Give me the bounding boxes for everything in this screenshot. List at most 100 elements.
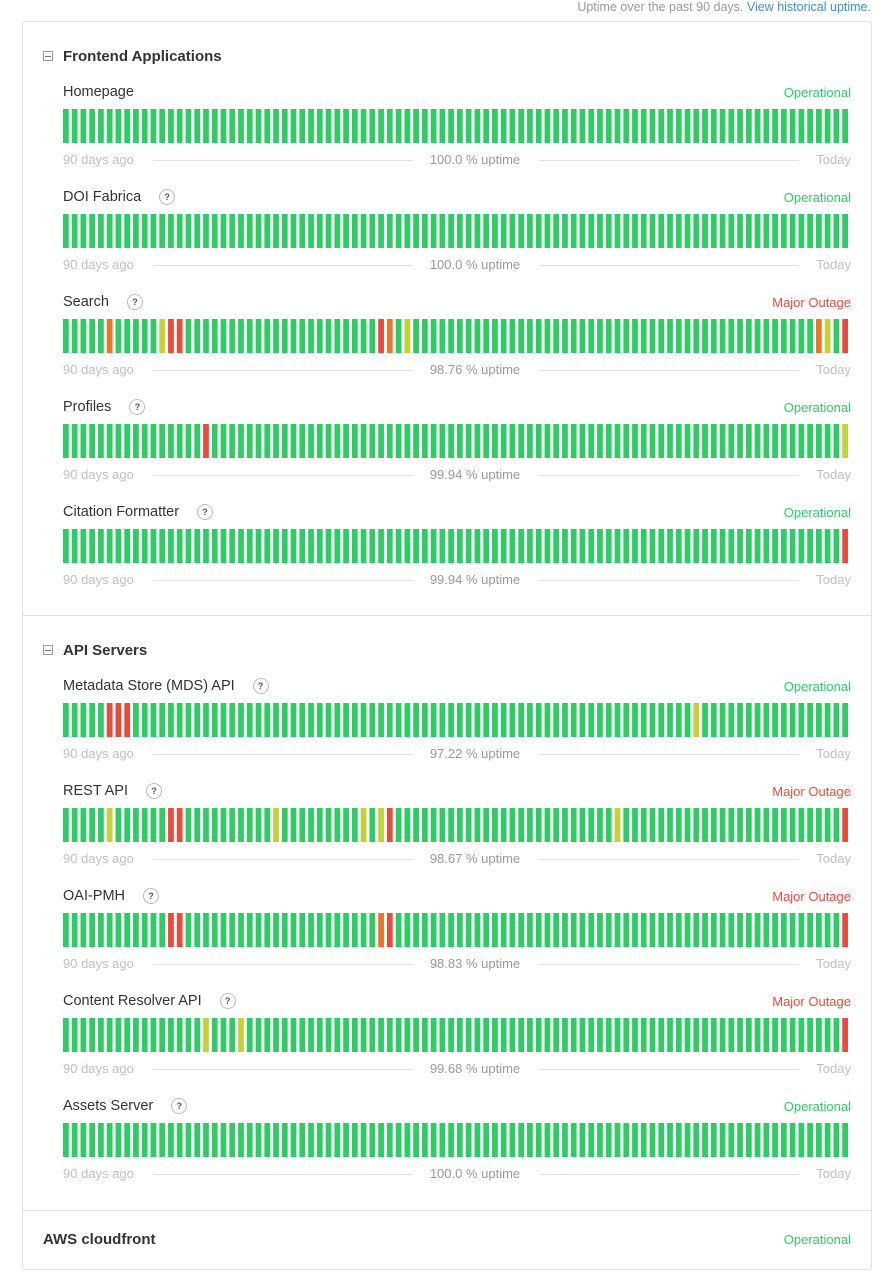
- uptime-day-bar[interactable]: [815, 319, 822, 353]
- uptime-day-bar[interactable]: [535, 424, 542, 458]
- uptime-day-bar[interactable]: [238, 319, 244, 353]
- uptime-day-bar[interactable]: [815, 529, 822, 563]
- uptime-day-bar[interactable]: [378, 703, 384, 737]
- uptime-day-bar[interactable]: [124, 703, 131, 737]
- uptime-day-bar[interactable]: [684, 214, 691, 248]
- uptime-day-bar[interactable]: [728, 109, 735, 143]
- uptime-day-bar[interactable]: [106, 424, 113, 458]
- uptime-day-bar[interactable]: [150, 703, 157, 737]
- uptime-day-bar[interactable]: [588, 703, 595, 737]
- uptime-day-bar[interactable]: [141, 1018, 148, 1052]
- uptime-day-bar[interactable]: [168, 214, 174, 248]
- uptime-day-bar[interactable]: [211, 703, 218, 737]
- uptime-day-bar[interactable]: [737, 319, 743, 353]
- uptime-day-bar[interactable]: [386, 109, 393, 143]
- uptime-day-bar[interactable]: [404, 1123, 411, 1157]
- uptime-day-bar[interactable]: [518, 808, 525, 842]
- uptime-day-bar[interactable]: [483, 703, 490, 737]
- uptime-day-bar[interactable]: [667, 913, 673, 947]
- uptime-day-bar[interactable]: [316, 214, 323, 248]
- help-icon[interactable]: ?: [219, 993, 236, 1009]
- uptime-day-bar[interactable]: [133, 214, 139, 248]
- uptime-day-bar[interactable]: [789, 703, 796, 737]
- uptime-day-bar[interactable]: [798, 913, 805, 947]
- uptime-day-bar[interactable]: [299, 214, 306, 248]
- uptime-day-bar[interactable]: [527, 808, 533, 842]
- uptime-day-bar[interactable]: [115, 424, 122, 458]
- uptime-day-bar[interactable]: [675, 529, 682, 563]
- uptime-day-bar[interactable]: [299, 703, 306, 737]
- uptime-day-bar[interactable]: [308, 703, 314, 737]
- uptime-day-bar[interactable]: [343, 808, 349, 842]
- uptime-day-bar[interactable]: [404, 913, 411, 947]
- uptime-day-bar[interactable]: [780, 529, 787, 563]
- uptime-day-bar[interactable]: [605, 1123, 612, 1157]
- uptime-day-bar[interactable]: [211, 319, 218, 353]
- uptime-day-bar[interactable]: [141, 529, 148, 563]
- uptime-day-bar[interactable]: [290, 1018, 297, 1052]
- uptime-day-bar[interactable]: [737, 808, 743, 842]
- uptime-day-bar[interactable]: [360, 214, 367, 248]
- uptime-day-bar[interactable]: [693, 1123, 700, 1157]
- uptime-day-bar[interactable]: [763, 808, 770, 842]
- uptime-day-bar[interactable]: [772, 1018, 778, 1052]
- uptime-day-bar[interactable]: [281, 1018, 288, 1052]
- uptime-day-bar[interactable]: [124, 214, 131, 248]
- uptime-day-bar[interactable]: [299, 1018, 306, 1052]
- uptime-day-bar[interactable]: [527, 703, 533, 737]
- uptime-day-bar[interactable]: [763, 424, 770, 458]
- uptime-day-bar[interactable]: [229, 214, 236, 248]
- uptime-day-bar[interactable]: [185, 424, 192, 458]
- uptime-day-bar[interactable]: [281, 913, 288, 947]
- uptime-day-bar[interactable]: [693, 424, 700, 458]
- uptime-day-bar[interactable]: [544, 214, 551, 248]
- uptime-day-bar[interactable]: [89, 319, 96, 353]
- uptime-day-bar[interactable]: [640, 703, 647, 737]
- uptime-day-bar[interactable]: [238, 529, 244, 563]
- uptime-day-bar[interactable]: [815, 109, 822, 143]
- uptime-day-bar[interactable]: [684, 424, 691, 458]
- uptime-day-bar[interactable]: [220, 1018, 227, 1052]
- uptime-day-bar[interactable]: [737, 913, 743, 947]
- uptime-day-bar[interactable]: [693, 808, 700, 842]
- uptime-day-bar[interactable]: [562, 703, 568, 737]
- uptime-day-bar[interactable]: [124, 808, 131, 842]
- uptime-day-bar[interactable]: [71, 319, 78, 353]
- uptime-day-bar[interactable]: [106, 1123, 113, 1157]
- uptime-day-bar[interactable]: [124, 319, 131, 353]
- uptime-day-bar[interactable]: [457, 109, 463, 143]
- uptime-day-bar[interactable]: [421, 703, 428, 737]
- uptime-day-bar[interactable]: [378, 913, 384, 947]
- uptime-day-bar[interactable]: [369, 424, 376, 458]
- uptime-day-bar[interactable]: [465, 529, 472, 563]
- uptime-day-bar[interactable]: [264, 913, 271, 947]
- uptime-day-bar[interactable]: [168, 808, 174, 842]
- uptime-day-bar[interactable]: [220, 529, 227, 563]
- uptime-day-bar[interactable]: [360, 424, 367, 458]
- uptime-day-bar[interactable]: [290, 703, 297, 737]
- uptime-day-bar[interactable]: [238, 109, 244, 143]
- uptime-day-bar[interactable]: [106, 913, 113, 947]
- uptime-day-bar[interactable]: [518, 913, 525, 947]
- uptime-day-bar[interactable]: [80, 214, 87, 248]
- uptime-day-bar[interactable]: [780, 319, 787, 353]
- uptime-day-bar[interactable]: [150, 913, 157, 947]
- uptime-day-bar[interactable]: [98, 319, 104, 353]
- uptime-day-bar[interactable]: [658, 214, 665, 248]
- uptime-day-bar[interactable]: [553, 808, 560, 842]
- uptime-day-bar[interactable]: [369, 214, 376, 248]
- uptime-day-bar[interactable]: [168, 1018, 174, 1052]
- uptime-day-bar[interactable]: [737, 703, 743, 737]
- uptime-day-bar[interactable]: [562, 913, 568, 947]
- uptime-day-bar[interactable]: [229, 1123, 236, 1157]
- uptime-day-bar[interactable]: [693, 703, 700, 737]
- uptime-day-bar[interactable]: [640, 319, 647, 353]
- uptime-day-bar[interactable]: [413, 109, 419, 143]
- uptime-day-bar[interactable]: [185, 703, 192, 737]
- uptime-day-bar[interactable]: [89, 1123, 96, 1157]
- uptime-day-bar[interactable]: [404, 214, 411, 248]
- uptime-day-bar[interactable]: [334, 1018, 341, 1052]
- uptime-day-bar[interactable]: [465, 913, 472, 947]
- uptime-day-bar[interactable]: [640, 529, 647, 563]
- uptime-day-bar[interactable]: [675, 319, 682, 353]
